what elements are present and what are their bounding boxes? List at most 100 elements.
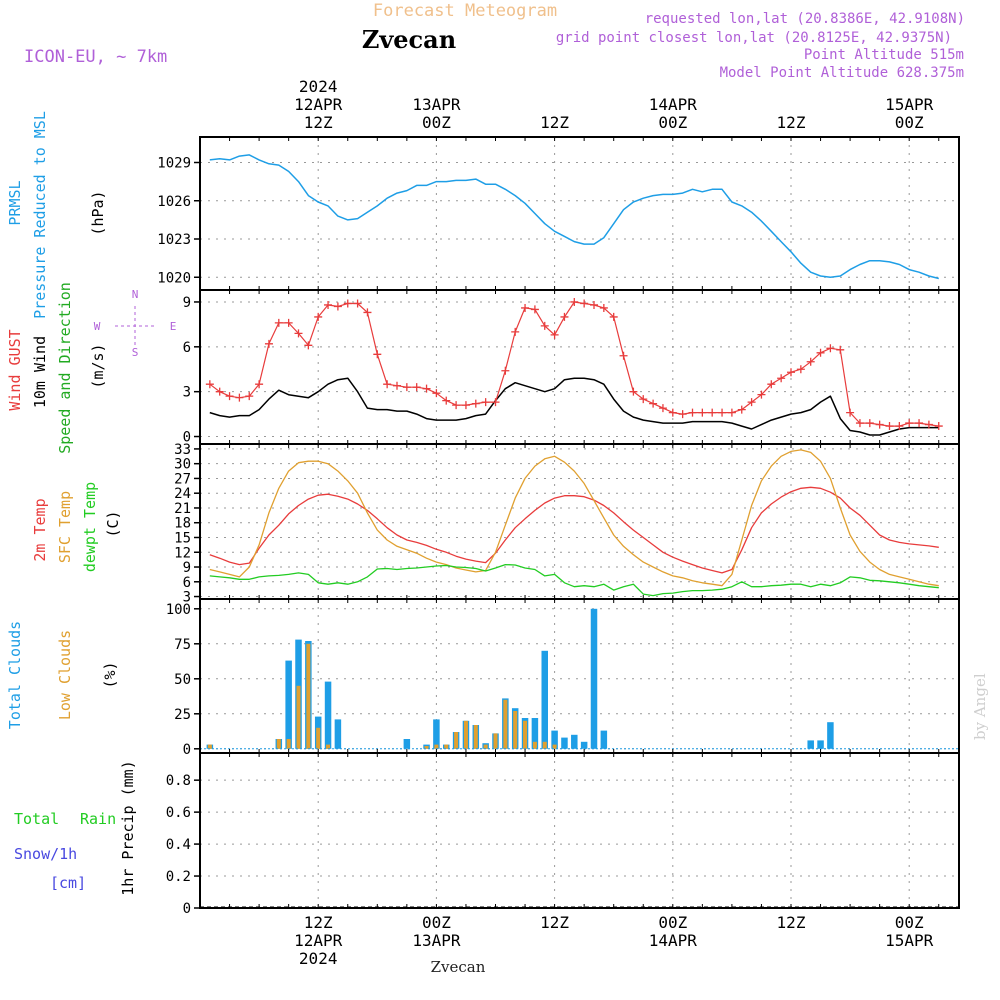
y-tick-label: 0 bbox=[183, 901, 191, 917]
cloud-total-bar bbox=[551, 730, 558, 749]
footer-location: Zvecan bbox=[431, 958, 486, 976]
gust-marker bbox=[668, 408, 677, 417]
gust-marker bbox=[649, 399, 658, 408]
y-tick-label: 3 bbox=[183, 590, 191, 606]
gust-marker bbox=[747, 398, 756, 407]
y-tick-label: 30 bbox=[174, 457, 191, 473]
y-tick-label: 27 bbox=[174, 471, 191, 487]
gust-marker bbox=[432, 389, 441, 398]
gust-marker bbox=[599, 303, 608, 312]
gust-marker bbox=[580, 299, 589, 308]
time-label-top: 00Z bbox=[658, 113, 687, 132]
time-label-top: 14APR bbox=[649, 95, 698, 114]
y-tick-label: 33 bbox=[174, 442, 191, 458]
gust-marker bbox=[885, 422, 894, 431]
time-label-bottom: 13APR bbox=[412, 931, 461, 950]
gust-marker bbox=[452, 401, 461, 410]
cloud-total-bar bbox=[817, 740, 824, 749]
precip-label-total: Total bbox=[14, 810, 59, 828]
gust-marker bbox=[708, 408, 717, 417]
cloud-low-bar bbox=[503, 699, 508, 749]
y-tick-label: 9 bbox=[183, 560, 191, 576]
y-tick-label: 25 bbox=[174, 707, 191, 723]
time-label-bottom: 2024 bbox=[299, 949, 338, 968]
gust-marker bbox=[757, 390, 766, 399]
y-tick-label: 0.8 bbox=[166, 773, 191, 789]
y-tick-label: 75 bbox=[174, 637, 191, 653]
y-tick-label: 21 bbox=[174, 501, 191, 517]
cloud-low-bar bbox=[296, 685, 301, 749]
y-tick-label: 1029 bbox=[157, 156, 191, 172]
y-tick-label: 1020 bbox=[157, 270, 191, 286]
y-tick-label: 50 bbox=[174, 672, 191, 688]
y-tick-label: 24 bbox=[174, 486, 191, 502]
gust-marker bbox=[570, 297, 579, 306]
gust-marker bbox=[235, 393, 244, 402]
temp-label-dew: dewpt Temp bbox=[81, 482, 99, 572]
gust-marker bbox=[865, 419, 874, 428]
gust-marker bbox=[324, 300, 333, 309]
gust-marker bbox=[284, 318, 293, 327]
time-label-top: 12Z bbox=[540, 113, 569, 132]
time-label-bottom: 12APR bbox=[294, 931, 343, 950]
gust-marker bbox=[787, 368, 795, 377]
gust-marker bbox=[836, 345, 845, 354]
gust-marker bbox=[530, 305, 539, 314]
gust-marker bbox=[796, 365, 805, 374]
pressure-label-1: PRMSL bbox=[6, 180, 24, 225]
y-tick-label: 6 bbox=[183, 575, 191, 591]
gust-marker bbox=[895, 422, 904, 431]
gust-marker bbox=[639, 395, 648, 404]
time-label-bottom: 14APR bbox=[649, 931, 698, 950]
cloud-total-bar bbox=[531, 718, 539, 749]
gust-line bbox=[209, 301, 939, 427]
gust-marker bbox=[826, 344, 835, 353]
wind-unit: (m/s) bbox=[89, 343, 107, 388]
gust-marker bbox=[619, 351, 628, 360]
y-tick-label: 0 bbox=[183, 430, 191, 446]
compass-s: S bbox=[132, 346, 139, 359]
cloud-low-bar bbox=[444, 744, 449, 749]
cloud-total-bar bbox=[433, 719, 440, 749]
cloud-low-bar bbox=[326, 744, 331, 749]
wind-label-dir: Speed and Direction bbox=[56, 282, 74, 454]
gust-marker bbox=[353, 299, 362, 308]
time-label-top: 00Z bbox=[422, 113, 451, 132]
data-layer bbox=[200, 154, 959, 908]
gust-marker bbox=[875, 420, 884, 429]
point-altitude: Point Altitude 515m bbox=[804, 47, 964, 63]
gust-marker bbox=[590, 300, 598, 309]
compass-e: E bbox=[170, 320, 177, 333]
cloud-low-bar bbox=[483, 744, 488, 749]
time-label-bottom: 15APR bbox=[885, 931, 934, 950]
gust-marker bbox=[491, 398, 500, 407]
gust-marker bbox=[737, 405, 746, 414]
time-label-top: 13APR bbox=[412, 95, 461, 114]
wind-speed-line bbox=[209, 377, 939, 436]
cloud-total-bar bbox=[571, 734, 578, 749]
y-tick-label: 18 bbox=[174, 516, 191, 532]
time-label-top: 00Z bbox=[895, 113, 924, 132]
cloud-total-bar bbox=[403, 739, 411, 749]
gust-marker bbox=[501, 366, 510, 375]
cloud-low-bar bbox=[286, 739, 291, 749]
labels-layer: 1020102310261029036936912151821242730330… bbox=[6, 77, 934, 968]
gust-marker bbox=[461, 401, 470, 410]
model-altitude: Model Point Altitude 628.375m bbox=[720, 65, 964, 81]
y-tick-label: 15 bbox=[174, 530, 191, 546]
gust-marker bbox=[688, 408, 697, 417]
gust-marker bbox=[393, 381, 401, 390]
gust-marker bbox=[264, 339, 273, 348]
gust-marker bbox=[658, 404, 667, 413]
y-tick-label: 0 bbox=[183, 742, 191, 758]
gust-marker bbox=[314, 312, 323, 321]
cloud-low-bar bbox=[207, 744, 212, 749]
cloud-low-bar bbox=[463, 720, 468, 749]
gust-marker bbox=[294, 329, 303, 338]
gust-marker bbox=[540, 321, 549, 330]
precip-label-cm: [cm] bbox=[50, 874, 86, 892]
cloud-total-bar bbox=[580, 741, 588, 749]
pressure-line bbox=[209, 154, 939, 280]
gust-marker bbox=[806, 357, 815, 366]
gust-marker bbox=[442, 396, 451, 405]
